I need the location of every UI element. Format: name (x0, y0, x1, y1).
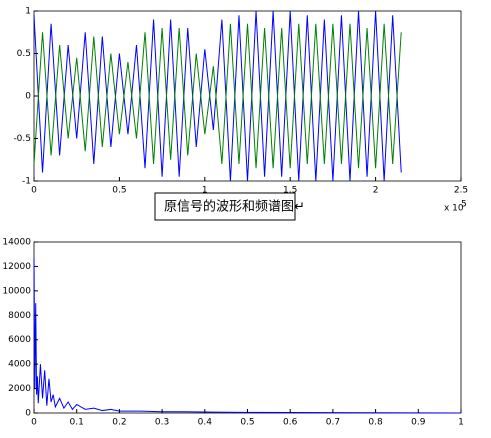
x-tick-label: 0.5 (240, 418, 254, 428)
data-line (33, 10, 402, 182)
x-tick-label: 0.3 (155, 418, 169, 428)
x-tick-label: 1 (458, 418, 464, 428)
caption-box (154, 192, 296, 221)
y-tick-label: 1 (25, 7, 31, 17)
x-tick-label: 0 (31, 186, 37, 196)
x-tick-label: 0.7 (326, 418, 340, 428)
chart: 0 0.5 1 1.5 2 2.5 -1 -0.5 0 0.5 1 x 105 (13, 7, 468, 214)
y-tick-label: 14000 (2, 238, 31, 248)
x-tick-label: 0 (31, 418, 37, 428)
plot-area (33, 241, 462, 414)
y-tick-label: -1 (22, 177, 31, 187)
x-tick-label: 0.2 (112, 418, 126, 428)
x-multiplier: x 10 (444, 204, 464, 214)
x-tick-label: 1 (202, 186, 208, 196)
y-tick-label: 8000 (8, 311, 31, 321)
x-tick-label: 2.5 (454, 186, 468, 196)
chart: 0 0.1 0.2 0.3 0.4 0.5 0.6 0.7 0.8 0.9 1 0 2000 4000 60… (2, 238, 464, 428)
data-line (33, 23, 402, 169)
x-tick-label: 0.6 (283, 418, 298, 428)
y-tick-label: 0 (25, 409, 31, 419)
y-tick-label: 12000 (2, 262, 31, 272)
y-tick-label: 10000 (2, 286, 31, 296)
plot-area (33, 10, 462, 182)
x-tick-label: 0.4 (198, 418, 213, 428)
data-line (33, 257, 462, 414)
x-tick-label: 2 (373, 186, 379, 196)
y-tick-label: 2000 (8, 384, 31, 394)
caption: 原信号的波形和频谱图↵ (164, 199, 305, 215)
x-multiplier-exponent: 5 (461, 200, 467, 210)
y-tick-label: 0 (25, 92, 31, 102)
x-tick-label: 0.1 (70, 418, 84, 428)
y-tick-label: 6000 (8, 335, 31, 345)
y-tick-label: 4000 (8, 360, 31, 370)
x-tick-label: 0.8 (368, 418, 383, 428)
y-tick-label: -0.5 (13, 134, 31, 144)
x-tick-label: 1.5 (283, 186, 297, 196)
x-tick-label: 0.5 (112, 186, 126, 196)
y-tick-label: 0.5 (17, 49, 31, 59)
x-tick-label: 0.9 (411, 418, 426, 428)
